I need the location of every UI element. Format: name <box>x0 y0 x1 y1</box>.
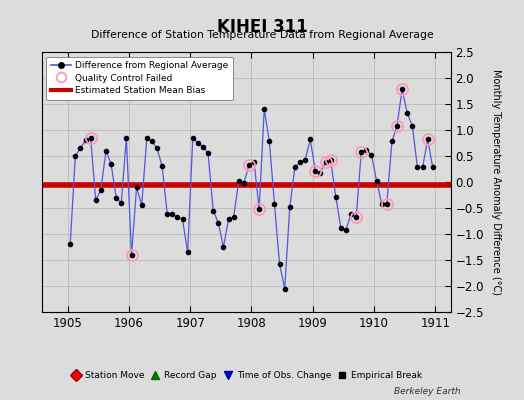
Text: Berkeley Earth: Berkeley Earth <box>395 387 461 396</box>
Text: Difference of Station Temperature Data from Regional Average: Difference of Station Temperature Data f… <box>91 30 433 40</box>
Legend: Station Move, Record Gap, Time of Obs. Change, Empirical Break: Station Move, Record Gap, Time of Obs. C… <box>68 369 425 383</box>
Legend: Difference from Regional Average, Quality Control Failed, Estimated Station Mean: Difference from Regional Average, Qualit… <box>47 56 233 100</box>
Y-axis label: Monthly Temperature Anomaly Difference (°C): Monthly Temperature Anomaly Difference (… <box>491 69 501 295</box>
Text: KIHEI 311: KIHEI 311 <box>216 18 308 36</box>
